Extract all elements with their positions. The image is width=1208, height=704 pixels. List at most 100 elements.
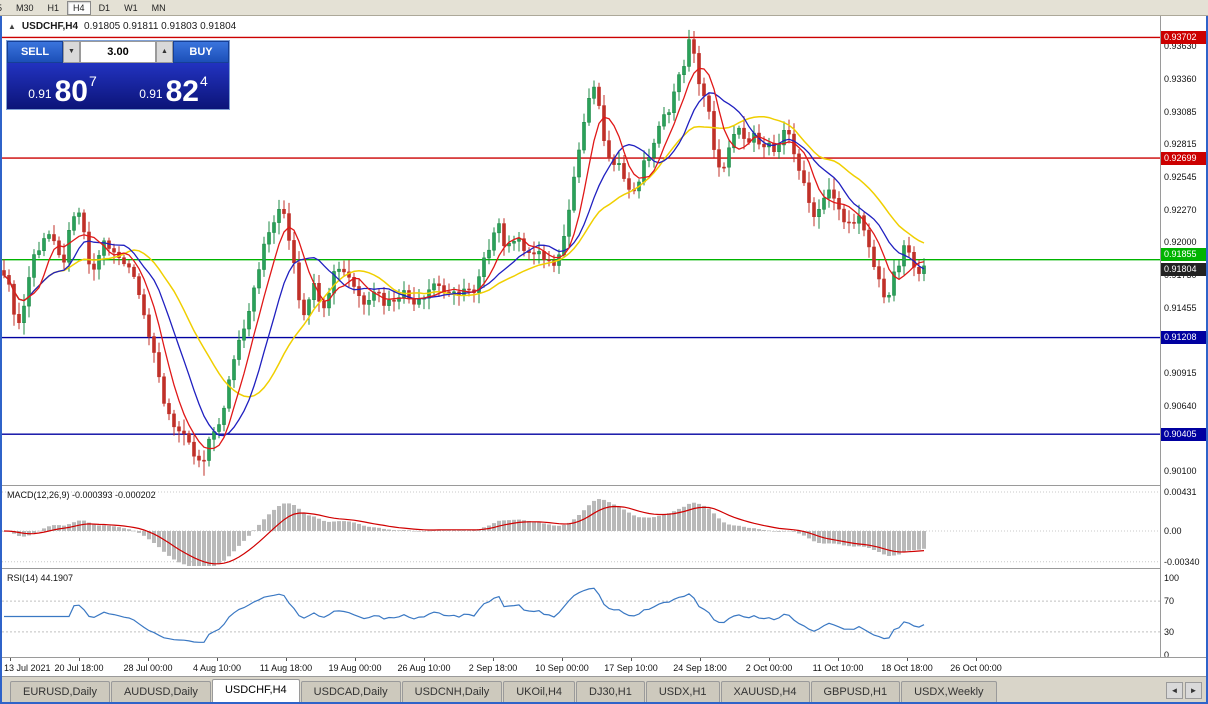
time-tick-label: 11 Aug 18:00 (259, 663, 313, 673)
volume-decrease-button[interactable]: ▼ (63, 41, 80, 63)
level-price-tag: 0.90405 (1161, 427, 1206, 441)
time-tick (10, 658, 11, 661)
time-tick (907, 658, 908, 661)
symbol-label: USDCHF,H4 (21, 21, 79, 32)
sell-button[interactable]: SELL (7, 41, 63, 63)
price-tick-label: 0.90100 (1164, 466, 1197, 476)
time-tick (631, 658, 632, 661)
bid-price[interactable]: 0.91 80 7 (7, 63, 118, 109)
price-tick-label: 0.93085 (1164, 106, 1197, 117)
chart-tab-UKOil-H4[interactable]: UKOil,H4 (503, 681, 576, 702)
time-tick-label: 18 Oct 18:00 (881, 663, 933, 673)
time-tick (493, 658, 494, 661)
ohlc-values: 0.91805 0.91811 0.91803 0.91804 (84, 21, 237, 32)
chart-area[interactable]: ▲ USDCHF,H4 0.91805 0.91811 0.91803 0.91… (2, 16, 1206, 676)
price-tick-label: 0.90915 (1164, 367, 1197, 378)
one-click-trading-panel: SELL ▼ ▲ BUY 0.91 80 7 0.91 82 4 (6, 40, 230, 110)
timeframe-button-H4[interactable]: H4 (67, 0, 91, 15)
time-tick-label: 10 Sep 00:00 (535, 663, 589, 673)
time-tick (79, 658, 80, 661)
time-tick-label: 2 Oct 00:00 (745, 663, 793, 673)
time-tick-label: 26 Aug 10:00 (397, 663, 451, 673)
rsi-indicator-pane[interactable] (2, 569, 1160, 657)
price-tick-label: 0.93630 (1164, 41, 1197, 52)
chart-tab-XAUUSD-H4[interactable]: XAUUSD,H4 (720, 681, 810, 702)
price-chart-pane[interactable] (2, 16, 1160, 485)
price-tick-label: 0.92815 (1164, 139, 1197, 150)
one-click-collapse-icon[interactable]: ▲ (8, 22, 16, 31)
chart-tab-USDX-Weekly[interactable]: USDX,Weekly (901, 681, 997, 702)
time-tick (424, 658, 425, 661)
macd-tick-label: 0.00 (1164, 526, 1182, 536)
time-tick-label: 19 Aug 00:00 (328, 663, 382, 673)
price-tick-label: 0.92270 (1164, 204, 1197, 215)
price-tick-label: 0.90640 (1164, 401, 1197, 411)
timeframe-button-D1[interactable]: D1 (98, 2, 111, 13)
time-tick (976, 658, 977, 661)
price-tick-label: 0.92000 (1164, 237, 1197, 248)
price-axis[interactable]: 0.93630 0.93360 0.93085 0.92815 0.92545 0.922… (1160, 16, 1206, 676)
time-tick (838, 658, 839, 661)
time-tick-label: 20 Jul 18:00 (54, 663, 104, 673)
rsi-tick-label: 70 (1164, 596, 1175, 607)
time-tick-label: 13 Jul 2021 (4, 663, 51, 673)
time-tick (355, 658, 356, 661)
timeframe-button-5[interactable]: 5 (0, 1, 8, 15)
time-tick (217, 658, 218, 661)
timeframe-button-H1[interactable]: H1 (47, 2, 60, 13)
time-tick (769, 658, 770, 661)
ask-prefix: 0.91 (139, 87, 163, 101)
rsi-tick-label: 30 (1164, 626, 1175, 637)
time-tick (562, 658, 563, 661)
chart-tab-USDCAD-Daily[interactable]: USDCAD,Daily (300, 681, 401, 702)
bid-main-digits: 80 (54, 74, 88, 108)
time-tick-label: 2 Sep 18:00 (468, 663, 518, 673)
time-tick (700, 658, 701, 661)
macd-tick-label: 0.00431 (1164, 487, 1197, 497)
level-price-tag: 0.91855 (1161, 248, 1206, 262)
timeframe-button-M30[interactable]: M30 (16, 2, 34, 13)
tab-scroll-left-icon[interactable]: ◄ (1166, 682, 1183, 699)
timeframe-toolbar: 5 M30 H1 H4 D1 W1 MN (0, 0, 1208, 16)
pane-separator[interactable] (2, 568, 1160, 569)
price-tick-label: 0.91455 (1164, 302, 1197, 313)
time-tick (148, 658, 149, 661)
ask-main-digits: 82 (165, 74, 199, 108)
chart-tab-USDCNH-Daily[interactable]: USDCNH,Daily (401, 681, 503, 702)
time-tick-label: 11 Oct 10:00 (812, 663, 864, 673)
volume-increase-button[interactable]: ▲ (156, 41, 173, 63)
tab-scroll-right-icon[interactable]: ► (1185, 682, 1202, 699)
level-price-tag: 0.92699 (1161, 151, 1206, 165)
rsi-label: RSI(14) 44.1907 (7, 573, 74, 583)
macd-tick-label: -0.00340 (1164, 556, 1200, 567)
time-tick (286, 658, 287, 661)
volume-input[interactable] (80, 41, 156, 63)
chart-tab-AUDUSD-Daily[interactable]: AUDUSD,Daily (110, 681, 211, 702)
pane-separator[interactable] (2, 485, 1160, 486)
chart-window-frame: ▲ USDCHF,H4 0.91805 0.91811 0.91803 0.91… (0, 16, 1208, 704)
level-price-tag: 0.93702 (1161, 30, 1206, 44)
tab-scroll-arrows: ◄ ► (1166, 682, 1206, 702)
ask-price[interactable]: 0.91 82 4 (118, 63, 229, 109)
ask-pip-digit: 4 (199, 73, 208, 89)
chart-tab-USDCHF-H4[interactable]: USDCHF,H4 (211, 679, 300, 702)
macd-label: MACD(12,26,9) -0.000393 -0.000202 (7, 490, 156, 500)
macd-indicator-pane[interactable] (2, 486, 1160, 568)
chart-tab-EURUSD-Daily[interactable]: EURUSD,Daily (10, 681, 110, 702)
time-axis[interactable]: 13 Jul 2021 20 Jul 18:00 28 Jul 00:00 4 Aug… (2, 657, 1206, 676)
buy-button[interactable]: BUY (173, 41, 229, 63)
timeframe-button-W1[interactable]: W1 (124, 2, 138, 13)
chart-tab-DJ30-H1[interactable]: DJ30,H1 (576, 681, 645, 702)
time-tick-label: 4 Aug 10:00 (192, 663, 242, 673)
chart-header: ▲ USDCHF,H4 0.91805 0.91811 0.91803 0.91… (8, 21, 236, 32)
time-tick-label: 17 Sep 10:00 (604, 663, 658, 673)
timeframe-button-MN[interactable]: MN (151, 2, 166, 13)
rsi-tick-label: 0 (1164, 650, 1170, 660)
chart-tabs-bar: EURUSD,Daily AUDUSD,Daily USDCHF,H4 USDCAD,… (2, 676, 1206, 702)
bid-pip-digit: 7 (88, 73, 97, 89)
time-tick-label: 24 Sep 18:00 (673, 663, 727, 673)
bid-prefix: 0.91 (28, 87, 52, 101)
chart-tab-GBPUSD-H1[interactable]: GBPUSD,H1 (810, 681, 901, 702)
chart-tab-USDX-H1[interactable]: USDX,H1 (645, 681, 720, 702)
